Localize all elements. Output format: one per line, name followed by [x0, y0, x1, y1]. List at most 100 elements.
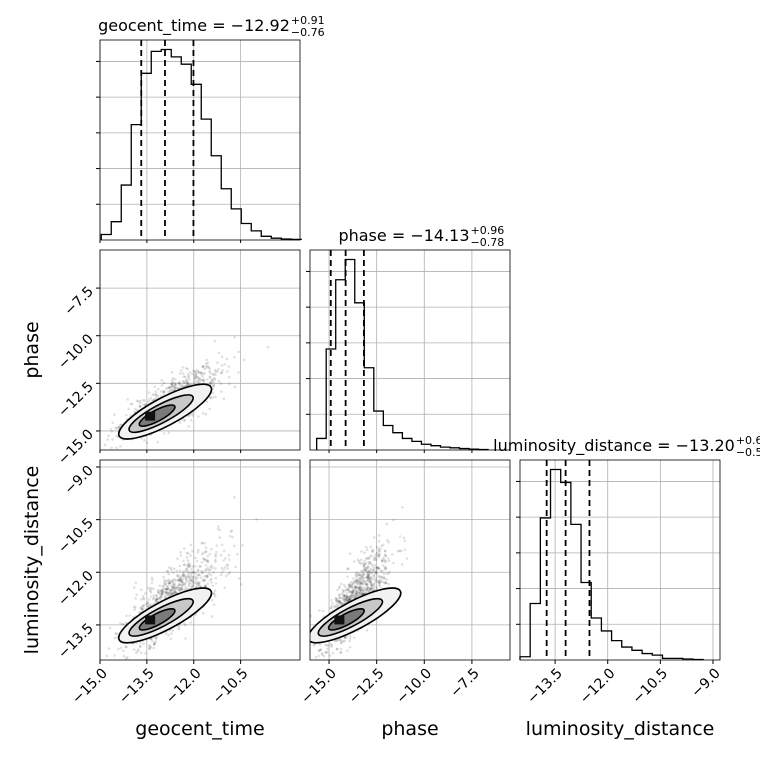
scatter-point — [360, 578, 363, 582]
scatter-point — [165, 590, 169, 594]
scatter-point — [160, 588, 164, 591]
scatter-point — [149, 645, 153, 649]
scatter-point — [366, 571, 369, 575]
scatter-point — [178, 583, 182, 587]
scatter-point — [202, 579, 206, 583]
scatter-point — [377, 548, 380, 551]
scatter-point — [182, 559, 185, 563]
scatter-point — [378, 547, 382, 551]
scatter-point — [208, 381, 212, 384]
scatter-point — [371, 550, 374, 553]
scatter-point — [150, 576, 154, 580]
scatter-point — [161, 590, 164, 593]
scatter-point — [171, 579, 175, 583]
scatter-point — [209, 396, 213, 400]
scatter-point — [194, 564, 197, 568]
scatter-point — [142, 597, 146, 601]
scatter-point — [338, 585, 341, 588]
scatter-point — [172, 586, 176, 590]
scatter-point — [362, 563, 366, 567]
scatter-point — [209, 573, 213, 577]
scatter-point — [213, 376, 216, 380]
scatter-point — [177, 574, 181, 577]
scatter-point — [400, 563, 404, 566]
scatter-point — [171, 384, 174, 388]
scatter-point — [197, 371, 201, 374]
scatter-point — [162, 587, 166, 590]
scatter-point — [170, 592, 174, 595]
scatter-point — [345, 636, 349, 639]
scatter-point — [371, 583, 375, 587]
scatter-point — [169, 566, 173, 570]
scatter-point — [173, 381, 177, 385]
y-tick-label: −9.0 — [61, 463, 96, 498]
scatter-point — [370, 586, 374, 590]
scatter-point — [211, 372, 214, 376]
scatter-point — [197, 548, 200, 552]
scatter-point — [374, 553, 377, 556]
scatter-point — [141, 398, 145, 402]
scatter-point — [371, 568, 374, 572]
scatter-point — [190, 585, 194, 589]
scatter-point — [361, 573, 365, 576]
scatter-point — [188, 565, 191, 568]
scatter-point — [148, 603, 152, 606]
scatter-point — [175, 569, 179, 573]
scatter-point — [160, 379, 164, 382]
scatter-point — [383, 577, 387, 580]
scatter-point — [344, 598, 348, 601]
scatter-point — [196, 379, 199, 382]
scatter-point — [213, 558, 217, 562]
scatter-point — [191, 414, 194, 417]
scatter-point — [200, 378, 204, 382]
scatter-point — [367, 569, 371, 572]
density-peak — [145, 615, 156, 625]
scatter-point — [171, 377, 175, 380]
scatter-point — [385, 581, 388, 585]
scatter-point — [351, 597, 355, 600]
scatter-point — [346, 599, 350, 602]
x-tick-label: −10.5 — [630, 666, 672, 708]
scatter-point — [163, 594, 167, 598]
scatter-point — [170, 632, 173, 635]
scatter-point — [360, 581, 363, 585]
scatter-point — [168, 581, 171, 585]
scatter-point — [350, 584, 354, 587]
scatter-point — [241, 544, 244, 547]
scatter-point — [201, 411, 205, 415]
scatter-point — [205, 366, 208, 370]
scatter-point — [368, 587, 372, 590]
scatter-point — [378, 550, 381, 553]
scatter-point — [139, 606, 142, 610]
scatter-point — [372, 568, 376, 571]
scatter-point — [180, 587, 184, 591]
scatter-point — [355, 594, 359, 597]
scatter-point — [242, 358, 246, 362]
scatter-point — [185, 578, 188, 581]
scatter-point — [196, 569, 200, 573]
scatter-point — [180, 585, 183, 589]
scatter-point — [191, 565, 195, 568]
scatter-point — [222, 559, 225, 562]
scatter-point — [345, 588, 349, 592]
scatter-point — [180, 385, 183, 388]
scatter-point — [205, 378, 209, 381]
scatter-point — [373, 556, 377, 560]
scatter-point — [341, 602, 344, 605]
scatter-point — [401, 506, 404, 509]
scatter-point — [348, 583, 352, 586]
scatter-point — [141, 594, 145, 598]
scatter-point — [360, 592, 363, 596]
scatter-point — [374, 571, 378, 574]
scatter-point — [360, 569, 363, 573]
scatter-point — [172, 585, 175, 589]
scatter-point — [200, 378, 204, 382]
scatter-point — [360, 581, 363, 584]
scatter-point — [201, 551, 205, 555]
scatter-point — [359, 587, 363, 590]
scatter-point — [159, 595, 162, 599]
scatter-point — [374, 578, 377, 582]
scatter-point — [201, 571, 204, 574]
scatter-point — [205, 358, 208, 362]
hist-panel-phase: phase = −14.13 +0.96−0.78 — [306, 224, 511, 451]
